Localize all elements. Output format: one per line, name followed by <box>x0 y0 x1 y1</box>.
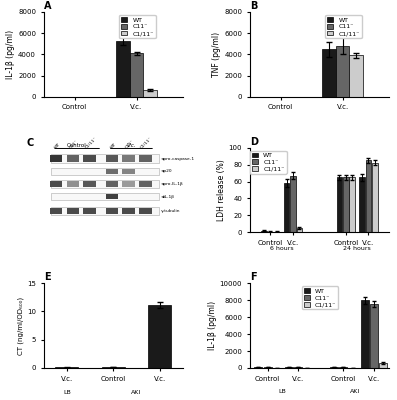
Text: WT: WT <box>110 142 117 150</box>
Legend: WT, C11⁻, C1/11⁻: WT, C11⁻, C1/11⁻ <box>325 15 362 38</box>
Bar <box>143 90 157 97</box>
FancyBboxPatch shape <box>83 155 96 162</box>
Y-axis label: TNF (pg/ml): TNF (pg/ml) <box>212 32 222 77</box>
FancyBboxPatch shape <box>122 169 135 174</box>
FancyBboxPatch shape <box>50 181 62 187</box>
Text: E: E <box>44 272 50 282</box>
Text: ◄p20: ◄p20 <box>161 169 172 173</box>
FancyBboxPatch shape <box>122 208 135 214</box>
Text: D: D <box>250 137 258 147</box>
FancyBboxPatch shape <box>106 194 118 199</box>
FancyBboxPatch shape <box>83 208 96 214</box>
FancyBboxPatch shape <box>51 154 159 163</box>
FancyBboxPatch shape <box>67 208 79 214</box>
Bar <box>379 363 387 368</box>
FancyBboxPatch shape <box>83 181 96 187</box>
Bar <box>148 305 172 368</box>
FancyBboxPatch shape <box>51 193 159 200</box>
Text: C1/11⁻: C1/11⁻ <box>84 137 98 150</box>
Text: Control: Control <box>67 143 87 148</box>
Text: ◄IL-1β: ◄IL-1β <box>161 195 175 199</box>
Text: C11⁻: C11⁻ <box>69 140 79 150</box>
Bar <box>130 53 143 97</box>
Legend: WT, C11⁻, C1/11⁻: WT, C11⁻, C1/11⁻ <box>250 151 287 174</box>
FancyBboxPatch shape <box>50 155 62 162</box>
Text: A: A <box>44 1 51 11</box>
FancyBboxPatch shape <box>122 155 135 162</box>
Text: ◄pro-caspase-1: ◄pro-caspase-1 <box>161 157 195 161</box>
Bar <box>264 367 272 368</box>
FancyBboxPatch shape <box>139 181 152 187</box>
FancyBboxPatch shape <box>106 208 118 214</box>
Y-axis label: LDH release (%): LDH release (%) <box>217 159 226 221</box>
Text: B: B <box>250 1 257 11</box>
Bar <box>339 367 347 368</box>
Text: LB: LB <box>63 390 71 395</box>
Bar <box>297 228 302 232</box>
Bar <box>366 160 371 232</box>
FancyBboxPatch shape <box>51 180 159 188</box>
FancyBboxPatch shape <box>106 155 118 162</box>
Text: C: C <box>27 138 34 148</box>
FancyBboxPatch shape <box>122 181 135 187</box>
Bar <box>372 163 378 232</box>
Text: C1/11⁻: C1/11⁻ <box>140 137 154 150</box>
FancyBboxPatch shape <box>67 181 79 187</box>
Bar <box>284 183 289 232</box>
Legend: WT, C11⁻, C1/11⁻: WT, C11⁻, C1/11⁻ <box>119 15 156 38</box>
Bar <box>359 177 365 232</box>
Text: AKI: AKI <box>131 390 142 395</box>
FancyBboxPatch shape <box>51 207 159 215</box>
Text: γ-tubulin: γ-tubulin <box>161 209 180 213</box>
Text: 24 hours: 24 hours <box>343 246 371 251</box>
Bar <box>349 177 355 232</box>
FancyBboxPatch shape <box>50 208 62 214</box>
Y-axis label: IL-1β (pg/ml): IL-1β (pg/ml) <box>6 30 15 79</box>
Bar <box>116 41 130 97</box>
Bar <box>336 46 349 97</box>
Bar <box>290 176 296 232</box>
FancyBboxPatch shape <box>67 155 79 162</box>
Bar <box>285 367 293 368</box>
FancyBboxPatch shape <box>51 168 159 175</box>
FancyBboxPatch shape <box>106 181 118 187</box>
Bar <box>322 49 336 97</box>
Y-axis label: CT (ng/ml/OD₆₀₀): CT (ng/ml/OD₆₀₀) <box>18 296 24 355</box>
Text: F: F <box>250 272 256 282</box>
Text: ◄pro-IL-1β: ◄pro-IL-1β <box>161 182 183 186</box>
Text: WT: WT <box>54 142 62 150</box>
Text: LB: LB <box>279 389 287 394</box>
Text: AKI: AKI <box>350 389 360 394</box>
Bar <box>254 367 262 368</box>
Bar <box>294 367 302 368</box>
Bar <box>102 367 125 368</box>
FancyBboxPatch shape <box>106 169 118 174</box>
Bar <box>330 367 338 368</box>
Text: 6 hours: 6 hours <box>270 246 294 251</box>
Bar <box>349 56 363 97</box>
Text: C11⁻: C11⁻ <box>125 140 135 150</box>
Y-axis label: IL-1β (pg/ml): IL-1β (pg/ml) <box>208 301 217 350</box>
Bar <box>261 231 267 232</box>
Bar <box>337 177 342 232</box>
Legend: WT, C11⁻, C1/11⁻: WT, C11⁻, C1/11⁻ <box>302 286 338 309</box>
FancyBboxPatch shape <box>139 208 152 214</box>
Text: V.c.: V.c. <box>127 143 136 148</box>
FancyBboxPatch shape <box>139 155 152 162</box>
Bar <box>343 177 349 232</box>
Bar <box>361 300 369 368</box>
Bar <box>370 304 378 368</box>
